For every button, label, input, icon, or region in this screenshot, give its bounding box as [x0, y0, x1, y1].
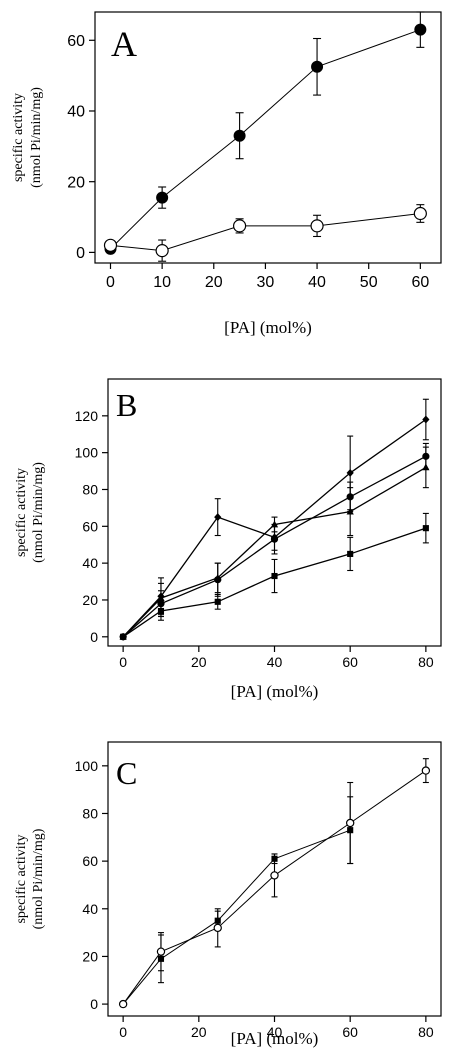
data-point — [155, 244, 169, 258]
x-tick-label: 10 — [153, 274, 171, 291]
y-tick-label: 80 — [82, 806, 98, 822]
y-axis-label-line: (nmol Pi/min/mg) — [31, 828, 46, 929]
data-point — [414, 23, 427, 36]
y-tick-label: 100 — [75, 445, 99, 461]
data-point — [347, 550, 354, 557]
y-tick-label: 0 — [76, 245, 85, 262]
y-tick-label: 40 — [67, 104, 85, 121]
data-point — [271, 572, 278, 580]
x-tick-label: 40 — [267, 654, 283, 670]
data-point — [422, 463, 430, 471]
y-axis-label-line: specific activity — [11, 93, 26, 182]
data-point — [214, 573, 222, 581]
series-line — [122, 829, 351, 1005]
series-line — [122, 418, 427, 638]
x-axis-label: [PA] (mol%) — [231, 1029, 319, 1048]
data-point — [422, 415, 430, 424]
x-tick-label: 30 — [257, 274, 275, 291]
panel-label: C — [116, 755, 137, 791]
x-tick-label: 60 — [342, 1024, 358, 1040]
data-point — [118, 999, 128, 1009]
y-tick-label: 100 — [75, 758, 99, 774]
data-point — [233, 129, 246, 142]
data-point — [270, 535, 279, 543]
data-point — [421, 766, 431, 775]
x-tick-label: 40 — [267, 1024, 283, 1040]
data-point — [232, 219, 247, 233]
data-point — [270, 520, 279, 528]
data-point — [157, 607, 165, 615]
panel-label: A — [111, 24, 137, 64]
data-point — [156, 947, 166, 956]
y-tick-label: 20 — [82, 948, 98, 964]
x-tick-label: 0 — [119, 1024, 127, 1040]
y-tick-label: 60 — [67, 33, 85, 50]
x-tick-label: 0 — [119, 654, 127, 670]
y-tick-label: 0 — [90, 629, 98, 645]
x-tick-label: 80 — [418, 1024, 434, 1040]
x-tick-label: 40 — [308, 274, 326, 291]
series-line — [122, 527, 427, 638]
chart-panel-b: 0 20 40 60 80 100 120 0 20 40 60 80 B [PA] (mol%) spec… — [14, 378, 442, 701]
data-point — [413, 206, 427, 221]
y-tick-label: 20 — [82, 592, 98, 608]
y-tick-label: 40 — [82, 555, 98, 571]
x-tick-label: 80 — [418, 654, 434, 670]
data-point — [310, 219, 324, 233]
x-tick-label: 20 — [205, 274, 223, 291]
data-point — [346, 468, 354, 477]
chart-panel-c: 0 20 40 60 80 100 0 20 40 60 80 C [PA] (mol%) specifi… — [14, 741, 442, 1048]
y-axis-label-line: specific activity — [14, 468, 29, 557]
y-tick-label: 60 — [82, 853, 98, 869]
data-point — [345, 818, 355, 828]
y-tick-label: 120 — [75, 408, 99, 424]
y-tick-label: 40 — [82, 901, 98, 917]
data-point — [156, 191, 169, 204]
chart-panel-a: 0 20 40 60 0 10 20 30 40 50 60 A [PA] (mol%) specific… — [11, 11, 442, 337]
series-open-circle — [118, 758, 431, 1009]
series-open-circle — [103, 204, 427, 262]
y-axis-label-line: specific activity — [14, 834, 29, 923]
x-axis-label: [PA] (mol%) — [231, 682, 319, 701]
data-point — [214, 598, 221, 605]
data-point — [157, 594, 165, 602]
series-square — [120, 796, 354, 1008]
series-square — [120, 512, 429, 640]
y-axis-label-line: (nmol Pi/min/mg) — [29, 87, 44, 188]
y-axis-label-line: (nmol Pi/min/mg) — [31, 462, 46, 563]
data-point — [213, 923, 222, 933]
data-point — [270, 871, 279, 880]
x-tick-label: 20 — [191, 654, 207, 670]
x-tick-label: 60 — [342, 654, 358, 670]
series-line — [110, 213, 421, 252]
series-line — [122, 770, 427, 1005]
y-tick-label: 60 — [82, 518, 98, 534]
x-tick-label: 50 — [360, 274, 378, 291]
series-line — [122, 466, 427, 638]
x-tick-label: 60 — [411, 274, 429, 291]
y-tick-label: 80 — [82, 482, 98, 498]
data-point — [214, 513, 222, 522]
x-axis-label: [PA] (mol%) — [224, 318, 312, 337]
x-tick-label: 0 — [106, 274, 115, 291]
data-point — [120, 633, 127, 640]
y-tick-label: 20 — [67, 174, 85, 191]
panel-label: B — [116, 387, 137, 423]
data-point — [311, 60, 324, 73]
y-tick-label: 0 — [90, 996, 98, 1012]
data-point — [346, 507, 354, 515]
x-tick-label: 20 — [191, 1024, 207, 1040]
series-triangle — [119, 446, 430, 640]
series-line — [110, 29, 421, 250]
data-point — [103, 238, 118, 252]
plot-frame — [94, 11, 442, 264]
data-point — [422, 525, 429, 532]
series-line — [122, 455, 427, 638]
